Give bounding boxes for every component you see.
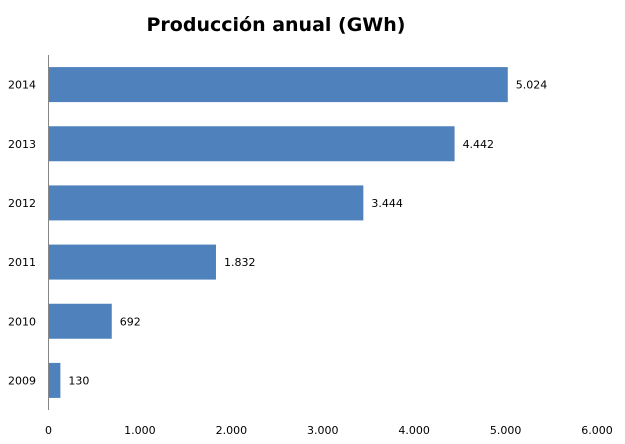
chart-title: Producción anual (GWh) (146, 14, 406, 36)
data-label-2010: 692 (120, 315, 141, 328)
bar-2011 (48, 244, 216, 280)
bar-2013 (48, 126, 455, 162)
category-label-2009: 2009 (8, 374, 36, 387)
x-tick-label-6000: 6.000 (581, 424, 613, 437)
data-label-2012: 3.444 (371, 197, 403, 210)
x-tick-label-4000: 4.000 (398, 424, 430, 437)
x-tick-label-2000: 2.000 (216, 424, 248, 437)
category-label-2013: 2013 (8, 138, 36, 151)
bar-2009 (48, 362, 61, 398)
bar-2010 (48, 303, 112, 339)
category-label-2010: 2010 (8, 315, 36, 328)
bar-2012 (48, 185, 364, 221)
data-label-2011: 1.832 (224, 256, 256, 269)
data-label-2014: 5.024 (516, 79, 548, 92)
category-label-2014: 2014 (8, 79, 36, 92)
bars-layer (48, 67, 508, 398)
x-tick-label-5000: 5.000 (490, 424, 522, 437)
x-tick-label-0: 0 (45, 424, 52, 437)
bar-2014 (48, 67, 508, 103)
x-tick-label-1000: 1.000 (124, 424, 156, 437)
labels-layer: 130 2009 692 2010 1.832 2011 3.444 2012 4.442 201… (8, 79, 547, 388)
category-label-2012: 2012 (8, 197, 36, 210)
x-ticks-layer: 0 1.000 2.000 3.000 4.000 5.000 6.000 (45, 424, 613, 437)
x-tick-label-3000: 3.000 (307, 424, 339, 437)
data-label-2009: 130 (68, 374, 89, 387)
data-label-2013: 4.442 (463, 138, 495, 151)
category-label-2011: 2011 (8, 256, 36, 269)
